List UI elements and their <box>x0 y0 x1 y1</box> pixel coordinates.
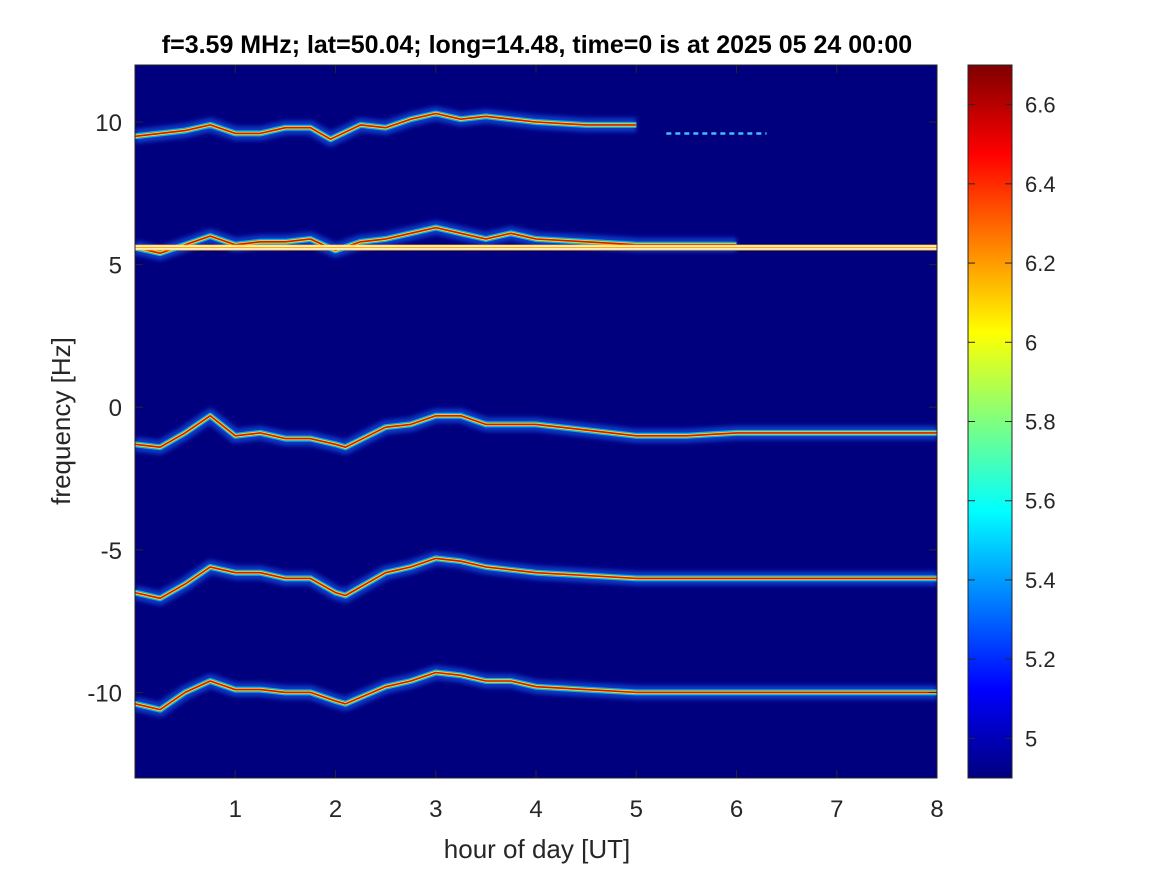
colorbar-tick-label-4: 5.8 <box>1025 410 1056 435</box>
y-axis-label: frequency [Hz] <box>46 337 76 505</box>
colorbar-tick-label-0: 5 <box>1025 726 1037 751</box>
colorbar-tick-label-6: 6.2 <box>1025 251 1056 276</box>
trace-core-4 <box>135 671 937 711</box>
x-tick-label-0: 1 <box>229 796 242 823</box>
y-tick-label-4: 10 <box>95 110 122 137</box>
chart-title: f=3.59 MHz; lat=50.04; long=14.48, time=… <box>162 31 912 59</box>
colorbar-ticks: 5 5.2 5.4 5.6 5.8 6 6.2 6.4 6.6 <box>968 93 1056 751</box>
spectral-traces <box>135 106 937 717</box>
y-tick-label-0: -10 <box>87 680 122 707</box>
x-tick-label-5: 6 <box>730 796 743 823</box>
colorbar-tick-label-7: 6.4 <box>1025 172 1056 197</box>
colorbar <box>967 64 1013 779</box>
x-tick-label-3: 4 <box>529 796 542 823</box>
x-tick-label-1: 2 <box>329 796 342 823</box>
y-tick-label-3: 5 <box>109 253 122 280</box>
y-tick-label-1: -5 <box>101 538 122 565</box>
y-axis-ticks: -10 -5 0 5 10 <box>87 110 937 707</box>
colorbar-tick-label-5: 6 <box>1025 330 1037 355</box>
trace-core-2 <box>135 415 937 448</box>
x-tick-label-6: 7 <box>830 796 843 823</box>
colorbar-tick-label-2: 5.4 <box>1025 568 1056 593</box>
x-tick-label-7: 8 <box>930 796 943 823</box>
trace-core-1 <box>135 226 737 254</box>
y-tick-label-2: 0 <box>109 395 122 422</box>
x-tick-label-2: 3 <box>429 796 442 823</box>
colorbar-tick-label-3: 5.6 <box>1025 489 1056 514</box>
colorbar-tick-label-8: 6.6 <box>1025 93 1056 118</box>
x-tick-label-4: 5 <box>630 796 643 823</box>
x-axis-ticks: 1 2 3 4 5 6 7 8 <box>229 65 944 823</box>
colorbar-tick-label-1: 5.2 <box>1025 647 1056 672</box>
x-axis-label: hour of day [UT] <box>444 834 630 864</box>
trace-core-0 <box>135 112 637 140</box>
trace-core-3 <box>135 557 937 600</box>
